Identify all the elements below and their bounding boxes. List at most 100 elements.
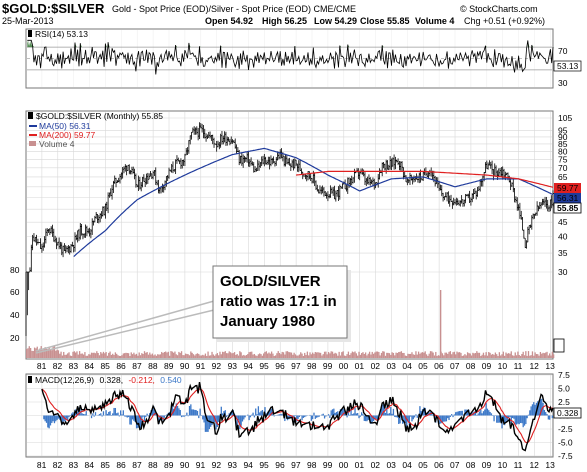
macd-hist-bar <box>521 415 523 424</box>
macd-hist-bar <box>396 415 399 418</box>
macd-hist-bar <box>341 408 343 416</box>
macd-hist-bar <box>206 415 208 432</box>
macd-hist-bar <box>353 413 355 416</box>
macd-hist-bar <box>391 413 393 416</box>
volume-bar <box>232 353 234 358</box>
volume-bar <box>331 351 334 358</box>
volume-bar <box>32 350 34 358</box>
macd-hist-bar <box>304 415 306 418</box>
volume-bar <box>527 351 530 358</box>
callout-line-3: January 1980 <box>220 313 315 330</box>
left-tick-40: 40 <box>10 310 20 320</box>
x-tick-label: 82 <box>53 361 63 371</box>
volume-bar <box>549 353 551 358</box>
x-tick-label: 96 <box>275 460 285 470</box>
volume-bar <box>329 353 331 358</box>
macd-hist-bar <box>175 403 177 416</box>
macd-hist-bar <box>71 413 73 416</box>
macd-hist-bar <box>141 415 143 425</box>
macd-hist-bar <box>518 415 520 425</box>
macd-hist-bar <box>481 413 483 416</box>
volume-bar <box>227 353 229 358</box>
macd-hist-bar <box>309 414 311 416</box>
volume-bar <box>362 352 364 358</box>
volume-bar <box>325 351 327 358</box>
x-tick-label: 84 <box>85 361 95 371</box>
volume-bar <box>394 355 396 358</box>
volume-bar <box>286 351 289 358</box>
volume-bar <box>212 354 215 358</box>
volume-bar <box>439 290 442 358</box>
macd-hist-bar <box>453 414 455 416</box>
volume-bar <box>537 354 539 358</box>
macd-hist-bar <box>81 413 83 416</box>
x-tick-label: 02 <box>371 460 381 470</box>
volume-bar <box>199 355 201 358</box>
volume-bar <box>101 353 103 358</box>
volume-bar <box>198 353 200 358</box>
macd-hist-bar <box>388 413 391 416</box>
x-tick-label: 87 <box>132 361 142 371</box>
macd-hist-bar <box>78 413 81 416</box>
volume-bar <box>112 353 114 358</box>
volume-bar <box>384 355 387 358</box>
volume-bar <box>390 354 392 358</box>
macd-hist-bar <box>82 413 85 416</box>
macd-hist-bar <box>354 407 356 416</box>
macd-hist-bar <box>431 413 433 416</box>
volume-bar <box>371 351 373 358</box>
macd-hist-bar <box>255 408 257 416</box>
volume-bar <box>399 351 401 358</box>
volume-bar <box>138 352 140 358</box>
volume-bar <box>120 355 122 358</box>
macd-hist-bar <box>171 404 173 416</box>
x-tick-label: 00 <box>339 460 349 470</box>
volume-bar <box>151 353 154 358</box>
callout-box <box>212 265 348 339</box>
volume-bar <box>263 353 265 358</box>
macd-hist-bar <box>100 413 102 416</box>
volume-bar <box>496 354 498 358</box>
volume-bar <box>224 351 226 358</box>
volume-bar <box>501 354 503 358</box>
macd-hist-bar <box>466 409 469 416</box>
x-axis-middle: 81 82 83 84 85 86 87 88 89 90 91 92 93 94 95 96 97 98 99 00… <box>37 361 555 371</box>
macd-hist-bar <box>325 415 327 417</box>
macd-legend-value: 0.328, <box>99 375 123 385</box>
x-tick-label: 99 <box>323 460 333 470</box>
macd-hist-bar <box>504 415 506 426</box>
macd-hist-bar <box>251 414 253 416</box>
volume-bar <box>57 350 60 358</box>
quote-change: Chg +0.51 (+0.92%) <box>464 16 545 26</box>
macd-hist-bar <box>142 415 144 417</box>
macd-hist-bar <box>112 413 114 416</box>
macd-hist-bar <box>403 415 405 424</box>
macd-hist-bar <box>273 415 275 417</box>
volume-bar <box>308 355 310 358</box>
macd-hist-bar <box>549 415 551 420</box>
volume-bar <box>355 353 358 358</box>
volume-bar <box>398 352 400 358</box>
volume-bar <box>420 352 422 358</box>
macd-hist-bar <box>498 415 501 423</box>
volume-bar <box>409 353 412 358</box>
volume-bar <box>351 351 354 358</box>
volume-bar <box>80 353 82 358</box>
volume-last-box <box>553 338 565 353</box>
macd-tick-neg2.5: -2.5 <box>558 424 573 434</box>
volume-bar <box>429 351 432 358</box>
left-tick-80: 80 <box>10 265 20 275</box>
volume-bar <box>408 353 410 358</box>
x-tick-label: 03 <box>386 361 396 371</box>
volume-bar <box>456 351 458 358</box>
volume-bar <box>264 351 266 358</box>
price-tick-95: 95 <box>558 125 568 135</box>
volume-bar <box>270 351 273 358</box>
x-tick-label: 97 <box>291 460 301 470</box>
volume-bar <box>94 353 97 358</box>
macd-hist-bar <box>244 415 246 418</box>
macd-hist-bar <box>374 415 376 420</box>
close-last-value: 55.85 <box>557 203 579 213</box>
volume-bar <box>367 353 369 358</box>
volume-bar <box>102 351 105 358</box>
